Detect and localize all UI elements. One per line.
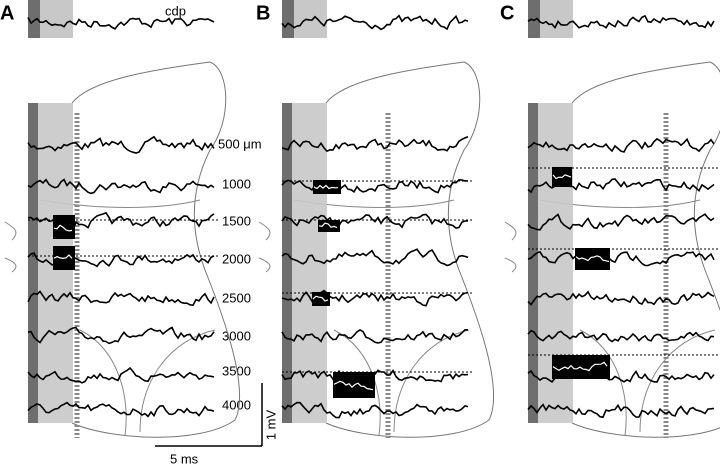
response-box (575, 248, 610, 270)
trace (281, 213, 469, 229)
response-box (53, 215, 75, 239)
trace (27, 135, 215, 154)
stim-band (28, 0, 40, 38)
panel-label: C (500, 2, 514, 24)
window-band (292, 103, 327, 423)
depth-label: 500 μm (218, 136, 262, 151)
depth-label: 2000 (222, 251, 251, 266)
trace (527, 14, 715, 30)
outline (504, 199, 716, 436)
trace (281, 14, 469, 31)
trace (527, 329, 715, 343)
trace (281, 401, 469, 419)
trace (53, 224, 73, 232)
trace (527, 403, 715, 419)
response-box (312, 292, 330, 306)
trace (281, 328, 468, 344)
trace (27, 366, 215, 384)
trace (27, 401, 215, 418)
outline (71, 61, 241, 438)
trace (552, 361, 608, 372)
window-band (540, 0, 573, 38)
depth-label: 4000 (222, 397, 251, 412)
trace (27, 17, 215, 30)
window-band (294, 0, 327, 38)
stim-band (528, 103, 538, 423)
response-box (552, 355, 610, 379)
trace (27, 178, 215, 195)
trace (281, 136, 469, 153)
scale-label: 1 mV (263, 410, 278, 441)
depth-label: 2500 (222, 290, 251, 305)
cdp-label: cdp (165, 3, 186, 18)
trace (53, 254, 73, 260)
trace (313, 184, 339, 190)
depth-label: 1000 (222, 176, 251, 191)
window-band (40, 0, 73, 38)
stim-band (282, 103, 292, 423)
outline (571, 61, 720, 438)
trace (281, 248, 469, 267)
trace (552, 174, 572, 180)
trace (575, 255, 610, 263)
depth-label: 1500 (222, 213, 251, 228)
trace (333, 380, 374, 391)
trace (527, 137, 715, 153)
panel-label: B (256, 2, 270, 24)
panel-label: A (0, 2, 14, 24)
stim-band (28, 103, 38, 423)
stim-band (528, 0, 540, 38)
trace (312, 295, 329, 302)
depth-label: 3500 (222, 363, 251, 378)
trace (527, 290, 715, 306)
trace (27, 326, 215, 345)
trace (27, 290, 215, 307)
depth-label: 3000 (222, 328, 251, 343)
stim-band (282, 0, 294, 38)
response-box (318, 220, 340, 232)
scale-label: 5 ms (170, 451, 199, 466)
trace (527, 213, 715, 231)
trace (527, 250, 715, 267)
trace (318, 222, 338, 229)
depth-labels: 500 μm 1000 1500 2000 2500 3000 3500 400… (218, 136, 262, 412)
